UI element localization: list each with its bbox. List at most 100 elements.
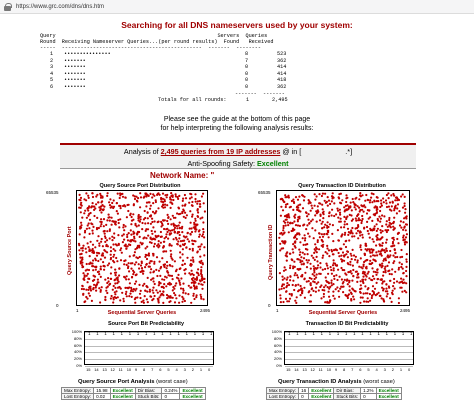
left-point [168, 274, 172, 277]
left-point [150, 260, 153, 263]
left-point [131, 275, 134, 279]
right-point [343, 220, 346, 223]
right-point [364, 248, 367, 251]
right-point [282, 229, 285, 232]
left-point [171, 265, 174, 268]
right-point [368, 277, 371, 280]
left-point [172, 238, 175, 241]
right-point [298, 253, 301, 256]
left-point [174, 216, 177, 219]
right-point [342, 291, 345, 294]
right-point [290, 293, 293, 296]
left-point [151, 232, 154, 235]
left-point [157, 243, 160, 246]
left-point [80, 221, 83, 224]
right-point [307, 259, 310, 262]
right-scatter-plot [276, 190, 410, 306]
right-point [305, 266, 309, 269]
left-point [188, 197, 192, 200]
queries-link[interactable]: 2,495 queries from 19 IP addresses [160, 147, 281, 156]
left-point [106, 251, 109, 254]
right-point [320, 194, 323, 198]
bit-top-marker: 1 [328, 331, 332, 336]
stats-cell: Stuck Bits: [333, 393, 362, 400]
left-point [194, 200, 197, 203]
right-point [286, 300, 289, 303]
right-point [346, 223, 349, 226]
left-point [126, 266, 130, 270]
right-point [379, 237, 382, 240]
left-point [157, 234, 160, 237]
left-point [191, 242, 194, 245]
right-point [293, 288, 296, 292]
right-point [402, 221, 405, 224]
left-point [177, 273, 180, 276]
left-point [152, 193, 155, 196]
right-point [364, 278, 367, 281]
left-point [138, 246, 141, 249]
right-point [324, 267, 327, 271]
left-point [109, 253, 112, 256]
servers-found: 0 [245, 84, 249, 90]
right-point [393, 216, 396, 219]
left-point [195, 285, 198, 288]
left-point [94, 246, 97, 249]
right-point [310, 204, 313, 207]
left-point [148, 215, 152, 218]
bit-x-tick: 4 [175, 367, 178, 372]
left-point [137, 197, 140, 200]
left-point [109, 258, 112, 261]
right-point [313, 193, 316, 196]
right-point [370, 278, 373, 281]
right-point [315, 267, 318, 270]
left-point [118, 285, 121, 289]
left-point [129, 262, 133, 265]
right-point [291, 283, 294, 287]
right-point [362, 275, 365, 278]
left-point [85, 251, 88, 254]
address-bar[interactable]: https://www.grc.com/dns/dns.htm [0, 0, 474, 14]
right-point [349, 263, 352, 266]
right-point [385, 287, 388, 290]
right-point [382, 259, 385, 262]
right-point [346, 296, 349, 300]
left-point [163, 250, 166, 253]
left-point [178, 233, 181, 237]
right-point [366, 229, 369, 233]
table-header-1: Query Servers Queries [40, 33, 268, 39]
right-point [296, 208, 299, 212]
right-point [340, 254, 343, 257]
right-point [375, 273, 378, 276]
right-point [366, 272, 369, 275]
left-point [146, 290, 149, 293]
right-point [374, 259, 377, 262]
right-point [292, 200, 295, 204]
servers-found: 7 [245, 57, 249, 64]
right-point [292, 251, 295, 254]
left-point [92, 286, 95, 290]
right-point [287, 224, 290, 227]
left-point [161, 293, 164, 296]
left-point [82, 244, 85, 247]
left-point [164, 194, 167, 197]
right-point [280, 285, 284, 288]
left-point [198, 235, 201, 238]
right-point [371, 261, 374, 265]
left-point [113, 291, 116, 294]
left-point [134, 289, 137, 292]
left-point [104, 298, 107, 302]
left-point [203, 210, 206, 213]
right-point [297, 232, 300, 235]
url-text[interactable]: https://www.grc.com/dns/dns.htm [16, 3, 105, 10]
right-point [390, 222, 393, 225]
right-point [361, 296, 364, 299]
left-point [112, 243, 115, 246]
right-point [290, 199, 293, 203]
bit-x-tick: 2 [391, 367, 394, 372]
bit-top-marker: 1 [296, 331, 299, 336]
left-point [194, 219, 197, 222]
right-point [388, 216, 391, 220]
left-point [200, 266, 203, 269]
right-point [326, 247, 329, 250]
right-point [356, 259, 359, 262]
